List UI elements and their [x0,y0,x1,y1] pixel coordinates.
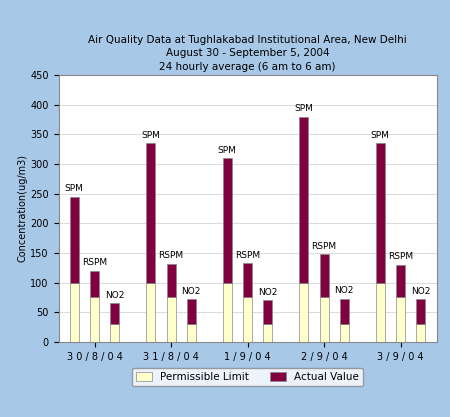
Title: Air Quality Data at Tughlakabad Institutional Area, New Delhi
August 30 - Septem: Air Quality Data at Tughlakabad Institut… [88,35,407,71]
Bar [110,304,119,324]
Bar [90,297,99,342]
Bar [376,143,385,283]
Text: SPM: SPM [218,146,237,155]
Text: RSPM: RSPM [158,251,184,260]
Bar [223,158,232,283]
Bar [223,283,232,342]
Bar [243,263,252,297]
Bar [110,324,119,342]
Bar [376,283,385,342]
Text: SPM: SPM [294,104,313,113]
Bar [166,264,176,297]
Bar [396,265,405,297]
Text: NO2: NO2 [411,286,431,296]
Text: SPM: SPM [371,131,390,140]
Bar [396,297,405,342]
Bar [187,324,196,342]
Text: NO2: NO2 [334,286,354,295]
Text: NO2: NO2 [181,286,201,296]
Bar [340,324,349,342]
Text: RSPM: RSPM [311,241,337,251]
Bar [299,117,308,283]
Bar [146,283,155,342]
Text: NO2: NO2 [105,291,125,300]
Text: SPM: SPM [65,184,84,193]
Text: SPM: SPM [141,131,160,140]
Bar [340,299,349,324]
Bar [320,254,328,297]
Bar [146,143,155,283]
Bar [320,297,328,342]
Bar [187,299,196,324]
Text: NO2: NO2 [258,288,278,297]
Bar [416,324,425,342]
Bar [90,271,99,297]
Text: RSPM: RSPM [82,258,107,267]
Bar [263,324,272,342]
Bar [166,297,176,342]
Text: RSPM: RSPM [235,251,260,259]
Bar [70,197,79,283]
Bar [243,297,252,342]
Bar [263,300,272,324]
Bar [416,299,425,324]
Y-axis label: Concentration(ug/m3): Concentration(ug/m3) [18,155,27,262]
Bar [299,283,308,342]
Text: RSPM: RSPM [388,252,413,261]
Legend: Permissible Limit, Actual Value: Permissible Limit, Actual Value [132,367,363,386]
Bar [70,283,79,342]
